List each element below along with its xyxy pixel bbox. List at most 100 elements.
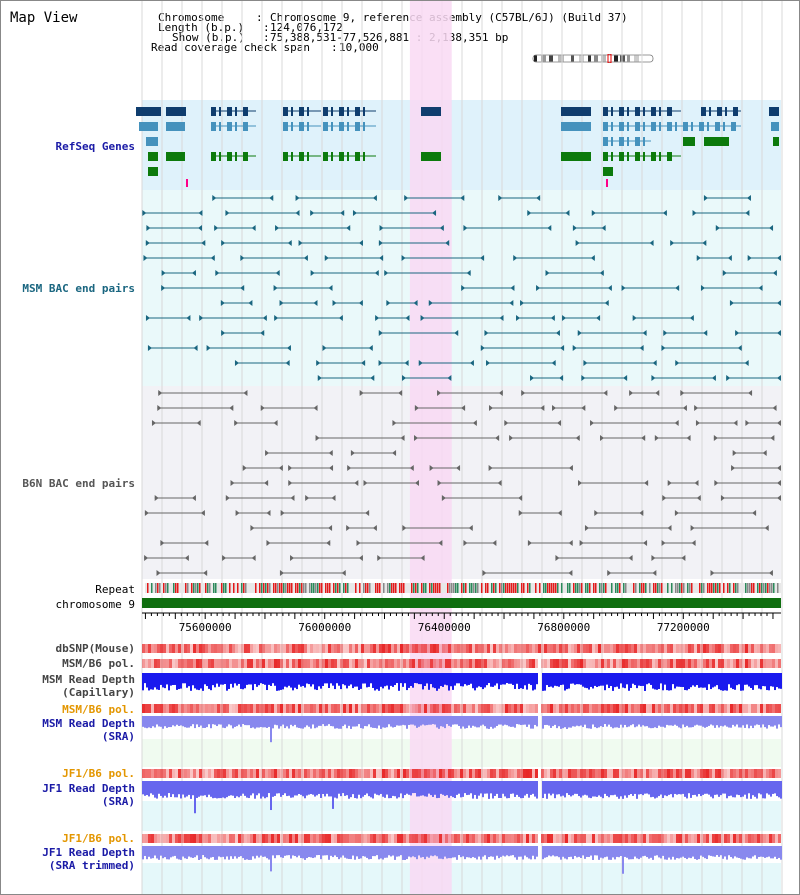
msm-capillary-depth-bar (594, 673, 596, 686)
jf1-trim-depth-bar (342, 846, 344, 856)
jf1-trim-depth-bar (726, 846, 728, 860)
jf1-trim-depth-bar (686, 846, 688, 860)
jf1-sra-depth-bar (326, 781, 328, 794)
msm-capillary-depth-bar (718, 673, 720, 690)
msm-sra-depth-bar (476, 716, 478, 728)
jf1-b6-pol-strip (421, 769, 424, 778)
repeat-mark (747, 583, 749, 593)
repeat-mark (225, 583, 227, 593)
b6n-bac-pair-stop-end (438, 540, 443, 546)
dbsnp-strip (679, 644, 682, 653)
msm-b6-pol-strip (643, 659, 646, 668)
jf1-b6-pol-strip-2 (703, 834, 706, 843)
msm-sra-depth-bar (530, 716, 532, 729)
jf1-trim-depth-bar (234, 846, 236, 857)
msm-capillary-depth-bar (548, 673, 550, 688)
msm-bac-pair-start-end (220, 300, 225, 306)
jf1-trim-depth-bar (384, 846, 386, 858)
msm-capillary-depth-bar (562, 673, 564, 685)
repeat-mark (313, 583, 315, 593)
chromosome-ideogram-icon[interactable] (531, 54, 655, 63)
msm-bac-pair-stop-end (328, 285, 333, 291)
msm-capillary-depth-bar (444, 673, 446, 685)
highlight-region[interactable] (409, 1, 452, 895)
msm-sra-depth-bar (712, 716, 714, 726)
jf1-trim-depth-bar (570, 846, 572, 857)
msm-sra-depth-bar (778, 716, 780, 725)
msm-sra-depth-bar (428, 716, 430, 725)
gene-exon (683, 137, 695, 146)
refseq-label: RefSeq Genes (55, 140, 135, 153)
jf1-b6-pol-strip (739, 769, 742, 778)
msm-sra-depth-bar (178, 716, 180, 726)
jf1-b6-pol-strip-2 (253, 834, 256, 843)
msm-sra-depth-bar (170, 716, 172, 728)
jf1-sra-depth-bar (496, 781, 498, 794)
jf1-trim-depth-bar (590, 846, 592, 856)
jf1-b6-pol-strip (670, 769, 673, 778)
jf1-sra-depth-bar (372, 781, 374, 799)
msm-bac-track[interactable] (142, 195, 781, 381)
msm-b6-pol-strip (244, 659, 247, 668)
msm-b6-pol-strip (214, 659, 217, 668)
dbsnp-strip (508, 644, 511, 653)
msm-capillary-depth-bar (476, 673, 478, 688)
msm-b6-pol-strip (280, 659, 283, 668)
jf1-sra-depth-bar (672, 781, 674, 798)
jf1-sra-depth-bar (598, 781, 600, 796)
jf1-trim-depth-bar (422, 846, 424, 858)
jf1-sra-depth-bar (708, 781, 710, 795)
dbsnp-strip (292, 644, 295, 653)
msm-b6-pol-strip-2 (325, 704, 328, 713)
jf1-b6-pol-strip-2 (244, 834, 247, 843)
jf1-b6-pol-strip-2 (514, 834, 517, 843)
jf1-sra-depth-bar (460, 781, 462, 798)
msm-capillary-depth-bar (730, 673, 732, 688)
jf1-trim-depth-bar (746, 846, 748, 858)
b6n-bac-track[interactable] (144, 390, 781, 576)
b6n-bac-pair-start-end (437, 390, 442, 396)
jf1-trim-depth-bar (208, 846, 210, 860)
dbsnp-strip (502, 644, 505, 653)
msm-b6-pol-strip (673, 659, 676, 668)
jf1-sra-depth-bar (754, 781, 756, 797)
msm-capillary-depth-bar (434, 673, 436, 689)
msm-capillary-depth-bar (382, 673, 384, 689)
msm-b6-pol-strip-2 (562, 704, 565, 713)
jf1-trim-depth-bar (184, 846, 186, 859)
jf1-trim-depth-bar (350, 846, 352, 860)
msm-b6-pol-strip-2 (361, 704, 364, 713)
msm-b6-pol-strip-2 (283, 704, 286, 713)
jf1-sra-depth-bar (370, 781, 372, 798)
jf1-trim-depth-bar (654, 846, 656, 856)
msm-b6-pol-strip (427, 659, 430, 668)
jf1-b6-pol-strip (241, 769, 244, 778)
repeat-mark (553, 583, 555, 593)
msm-b6-pol-strip (511, 659, 514, 668)
msm-sra-depth-bar (650, 716, 652, 729)
jf1-sra-depth-bar (202, 781, 204, 796)
msm-sra-depth-bar (148, 716, 150, 728)
refseq-genes-track[interactable] (136, 107, 779, 187)
jf1-b6-pol-strip (694, 769, 697, 778)
b6n-bac-pair-start-end (225, 495, 230, 501)
msm-sra-depth-bar (418, 716, 420, 727)
msm-b6-pol-strip-2 (304, 704, 307, 713)
msm-sra-depth-bar (338, 716, 340, 729)
jf1-b6-pol-strip-2 (151, 834, 154, 843)
b6n-bac-pair-stop-end (667, 525, 672, 531)
msm-bac-pair-stop-end (703, 330, 708, 336)
jf1-b6-pol-strip (523, 769, 526, 778)
msm-b6-pol-strip-2 (748, 704, 751, 713)
msm-bac-pair-start-end (324, 255, 329, 261)
msm-b6-pol-strip (193, 659, 196, 668)
msm-sra-depth-bar (528, 716, 530, 725)
dbsnp-strip (751, 644, 754, 653)
jf1-trim-depth-bar (176, 846, 178, 859)
msm-sra-depth-bar (720, 716, 722, 726)
repeat-mark (359, 583, 361, 593)
msm-b6-pol-strip-2 (157, 704, 160, 713)
msm-b6-pol-strip (577, 659, 580, 668)
msm-capillary-depth-bar (158, 673, 160, 690)
